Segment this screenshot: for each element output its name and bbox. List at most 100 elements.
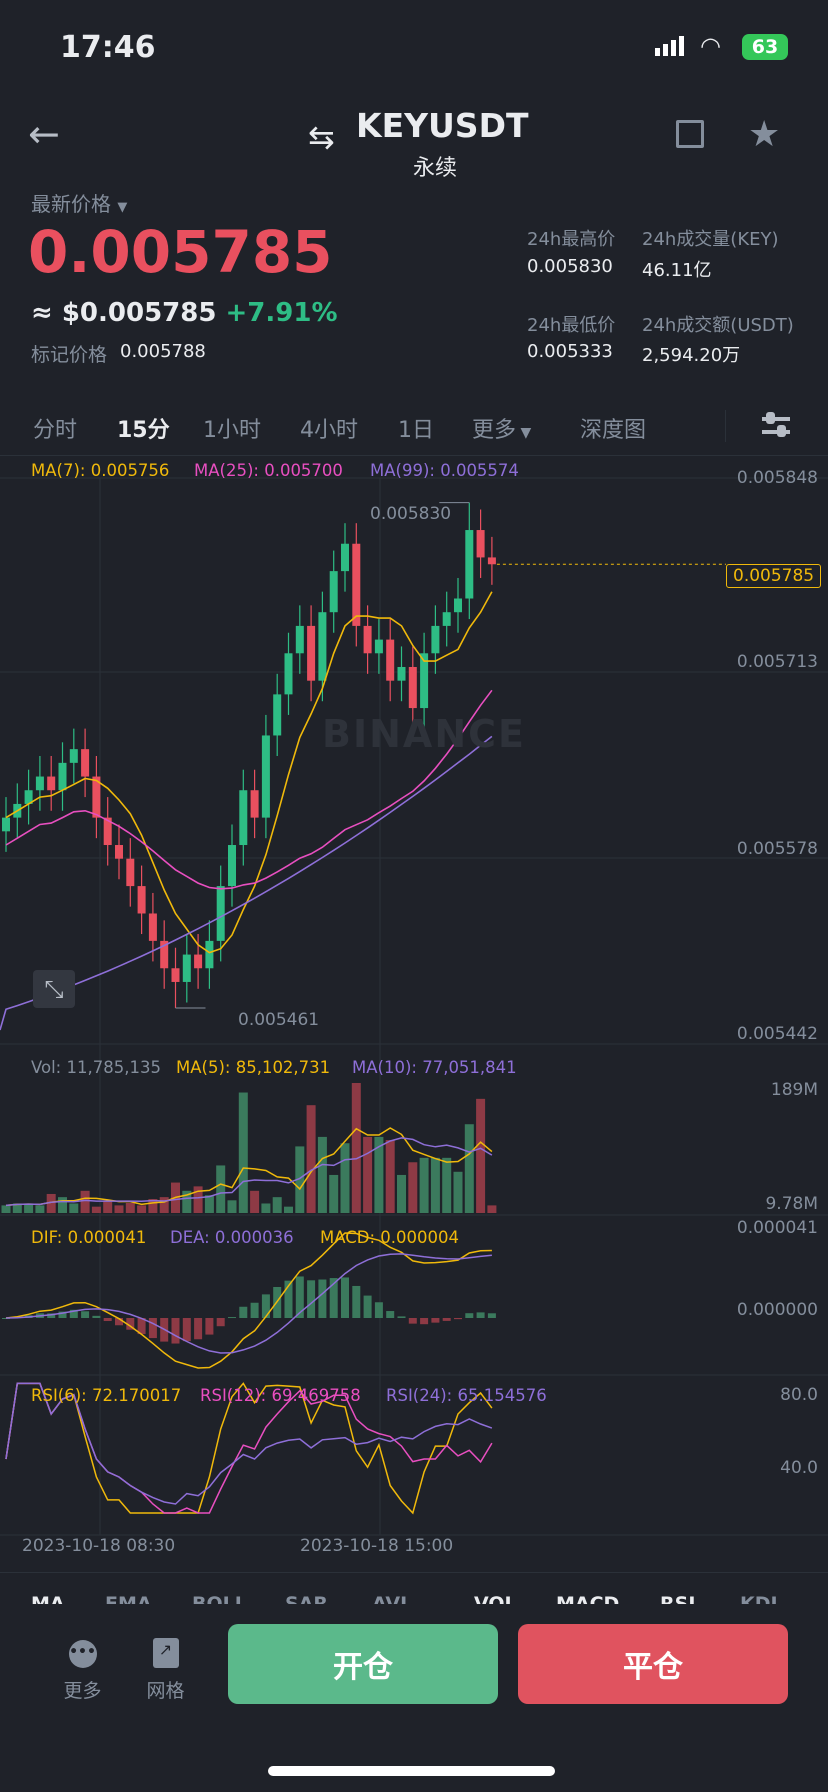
fullscreen-icon[interactable]: ⤡ (33, 970, 75, 1008)
ma25-line (5, 689, 493, 890)
share-icon[interactable] (676, 120, 704, 148)
ma99-legend: MA(99): 0.005574 (370, 461, 519, 480)
macd-histogram-bar (228, 1317, 236, 1319)
grid-trading-icon: ↗ (152, 1638, 179, 1668)
tab-more[interactable]: 更多 ▼ (472, 412, 531, 444)
indicator-avl[interactable]: AVL (372, 1593, 413, 1604)
wifi-icon: ◠ (700, 32, 721, 60)
volume-bar (340, 1143, 350, 1213)
volume-bar (12, 1203, 22, 1213)
page-title[interactable]: KEYUSDT (356, 106, 529, 145)
indicator-boll[interactable]: BOLL (192, 1593, 247, 1604)
grid-label: 网格 (146, 1680, 185, 1702)
candle-body (92, 776, 101, 818)
more-label: 更多 (63, 1680, 102, 1702)
price-axis-label: 0.005578 (736, 839, 818, 859)
close-position-button[interactable]: 平仓 (518, 1624, 788, 1704)
macd-histogram-bar (465, 1313, 474, 1318)
volume-bar (397, 1174, 406, 1213)
macd-histogram-bar (81, 1311, 90, 1318)
caret-down-icon: ▼ (516, 425, 532, 441)
macd-histogram-bar (341, 1277, 349, 1318)
candle-body (487, 557, 496, 565)
tab-4h[interactable]: 4小时 (300, 418, 358, 443)
price-change: +7.91% (225, 298, 338, 328)
more-icon: ••• (68, 1640, 97, 1668)
volume-bar (80, 1190, 90, 1213)
macd-histogram-bar (329, 1278, 338, 1318)
macd-histogram-bar (2, 1318, 10, 1319)
candle-body (420, 653, 429, 709)
candle-body (81, 749, 90, 777)
tab-line[interactable]: 分时 (33, 418, 78, 443)
volume-bar (329, 1174, 339, 1213)
dif-legend: DIF: 0.000041 (31, 1228, 147, 1247)
indicator-ema[interactable]: EMA (105, 1593, 152, 1604)
candle-body (160, 940, 169, 969)
macd-histogram-bar (250, 1302, 259, 1318)
macd-histogram-bar (261, 1294, 270, 1318)
candle-body (250, 790, 259, 818)
rsi6-legend: RSI(6): 72.170017 (31, 1386, 182, 1405)
volume-bar (227, 1200, 237, 1213)
rsi24-legend: RSI(24): 65.154576 (386, 1386, 547, 1405)
candle-body (47, 776, 56, 791)
tab-15m[interactable]: 15分 (117, 418, 170, 443)
candle-body (341, 543, 349, 572)
indicator-sar[interactable]: SAR (285, 1593, 329, 1604)
price-axis-label: 0.005713 (736, 652, 818, 672)
volume-bar (46, 1193, 56, 1213)
macd-histogram-bar (126, 1318, 135, 1330)
volume-bar (284, 1206, 293, 1213)
tab-depth[interactable]: 深度图 (580, 418, 647, 443)
kline-chart[interactable] (0, 456, 828, 1546)
more-button[interactable]: ••• 更多 (60, 1640, 105, 1703)
macd-histogram-bar (397, 1316, 406, 1318)
watermark: BINANCE (322, 712, 526, 756)
volume-bar (272, 1197, 282, 1213)
stat-label: 24h最高价 (527, 229, 616, 250)
candle-body (307, 625, 316, 681)
indicator-vol[interactable]: VOL (474, 1593, 517, 1604)
indicator-macd[interactable]: MACD (556, 1593, 620, 1604)
volume-bar (464, 1124, 474, 1213)
macd-histogram-bar (47, 1313, 56, 1318)
swap-icon[interactable]: ⇆ (308, 118, 335, 156)
macd-histogram-bar (386, 1311, 395, 1318)
volume-bar (69, 1203, 79, 1213)
latest-price-dropdown[interactable]: 最新价格 ▼ (31, 188, 127, 217)
indicator-rsi[interactable]: RSI (660, 1593, 696, 1604)
volume-bar (35, 1205, 45, 1213)
star-icon[interactable]: ★ (748, 114, 781, 155)
current-price-tag: 0.005785 (726, 564, 822, 588)
chart-settings-icon[interactable] (762, 411, 790, 439)
macd-legend: MACD: 0.000004 (320, 1228, 459, 1247)
macd-histogram-bar (307, 1280, 316, 1318)
macd-histogram-bar (487, 1313, 496, 1318)
grid-button[interactable]: ↗ 网格 (143, 1638, 188, 1703)
contract-type: 永续 (413, 156, 458, 181)
stat-label: 24h成交额(USDT) (642, 315, 794, 336)
candle-body (228, 845, 236, 887)
indicator-ma[interactable]: MA (31, 1593, 65, 1604)
candle-body (205, 940, 214, 969)
candle-body (239, 790, 248, 846)
back-button[interactable]: ← (28, 112, 60, 156)
volume-bar (216, 1165, 226, 1213)
macd-histogram-bar (194, 1318, 203, 1340)
macd-histogram-bar (69, 1309, 78, 1318)
candle-body (476, 530, 485, 558)
candle-body (454, 598, 462, 613)
volume-bar (408, 1162, 418, 1213)
tab-1d[interactable]: 1日 (398, 418, 434, 443)
divider (0, 1572, 828, 1573)
vol-axis-label: 189M (770, 1080, 818, 1100)
caret-down-icon: ▼ (117, 200, 128, 215)
divider (725, 410, 726, 442)
tab-1h[interactable]: 1小时 (203, 418, 261, 443)
open-position-button[interactable]: 开仓 (228, 1624, 498, 1704)
rsi24-line (5, 1382, 493, 1505)
macd-histogram-bar (318, 1279, 327, 1318)
signal-icon (655, 36, 684, 56)
indicator-kdj[interactable]: KDJ (740, 1593, 778, 1604)
